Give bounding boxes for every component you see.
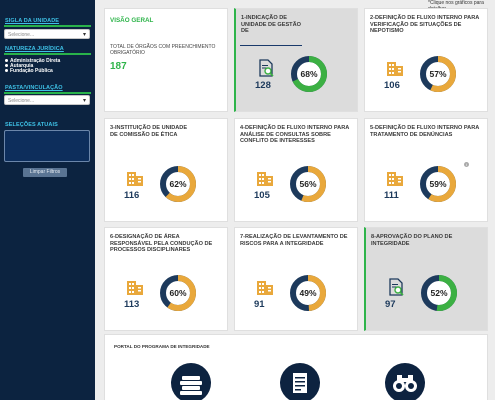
sidebar: SIGLA DA UNIDADE Selecione... ▾ NATUREZA… — [0, 0, 95, 400]
clear-filters-button[interactable]: Limpar Filtros — [23, 168, 67, 177]
sigla-select-value: Selecione... — [8, 32, 35, 38]
natureza-option[interactable]: Fundação Pública — [5, 67, 60, 74]
indicator-title: 7-REALIZAÇÃO DE LEVANTAMENTO DE RISCOS P… — [240, 234, 348, 247]
building-icon — [126, 169, 144, 187]
radio-icon — [5, 64, 8, 67]
indicator-count: 116 — [124, 190, 140, 201]
natureza-label: NATUREZA JURÍDICA — [5, 46, 64, 52]
sigla-select[interactable]: Selecione... ▾ — [4, 29, 90, 39]
building-icon — [126, 278, 144, 296]
building-icon — [256, 169, 274, 187]
overview-card: VISÃO GERAL TOTAL DE ÓRGÃOS COM PREENCHI… — [104, 8, 228, 112]
indicator-count: 113 — [124, 299, 140, 310]
indicator-count: 111 — [384, 190, 399, 201]
natureza-option-label: Administração Direta — [10, 57, 61, 64]
divider — [4, 25, 91, 27]
chevron-down-icon: ▾ — [82, 32, 86, 38]
sigla-label: SIGLA DA UNIDADE — [5, 18, 60, 24]
natureza-option[interactable]: Administração Direta — [5, 57, 61, 64]
indicator-percent: 49% — [299, 288, 317, 298]
binoculars-icon[interactable] — [385, 363, 425, 400]
donut-fill — [420, 166, 456, 202]
divider — [4, 53, 91, 55]
selecoes-label: SELEÇÕES ATUAIS — [5, 122, 58, 128]
indicator-title: 8-APROVAÇÃO DO PLANO DE INTEGRIDADE — [371, 234, 453, 247]
progress-donut[interactable]: 60% — [159, 274, 197, 312]
building-icon — [386, 169, 404, 187]
portal-section: PORTAL DO PROGRAMA DE INTEGRIDADE — [104, 334, 488, 400]
indicator-percent: 56% — [299, 179, 317, 189]
indicator-percent: 57% — [429, 69, 447, 79]
natureza-option[interactable]: Autarquia — [5, 62, 60, 69]
indicator-title: 1-INDICAÇÃO DE UNIDADE DE GESTÃO DE — [241, 15, 301, 34]
pasta-label: PASTA/VINCULAÇÃO — [5, 85, 63, 91]
indicator-title: 4-DEFINIÇÃO DE FLUXO INTERNO PARA ANÁLIS… — [240, 125, 350, 144]
indicator-card-8[interactable]: 8-APROVAÇÃO DO PLANO DE INTEGRIDADE 97 52… — [364, 227, 488, 331]
portal-title: PORTAL DO PROGRAMA DE INTEGRIDADE — [114, 344, 210, 349]
chevron-down-icon: ▾ — [82, 98, 86, 104]
title-underline — [240, 45, 302, 46]
indicator-count: 91 — [254, 299, 265, 310]
donut-fill — [291, 56, 327, 92]
indicator-count: 105 — [254, 190, 270, 201]
indicator-card-2[interactable]: 2-DEFINIÇÃO DE FLUXO INTERNO PARA VERIFI… — [364, 8, 488, 112]
donut-fill — [160, 166, 196, 202]
progress-donut[interactable]: 52% — [420, 274, 458, 312]
progress-donut[interactable]: 57% — [419, 55, 457, 93]
indicator-card-1[interactable]: 1-INDICAÇÃO DE UNIDADE DE GESTÃO DE 128 6… — [234, 8, 358, 112]
divider — [4, 92, 91, 94]
indicator-percent: 62% — [169, 179, 187, 189]
donut-fill — [421, 275, 457, 311]
progress-donut[interactable]: 59% — [419, 165, 457, 203]
radio-icon — [5, 69, 8, 72]
radio-icon — [5, 59, 8, 62]
indicator-card-4[interactable]: 4-DEFINIÇÃO DE FLUXO INTERNO PARA ANÁLIS… — [234, 118, 358, 222]
indicator-count: 97 — [385, 299, 396, 310]
books-icon[interactable] — [171, 363, 211, 400]
progress-donut[interactable]: 49% — [289, 274, 327, 312]
donut-fill — [420, 56, 456, 92]
indicator-title: 3-INSTITUIÇÃO DE UNIDADE DE COMISSÃO DE … — [110, 125, 188, 138]
document-icon[interactable] — [280, 363, 320, 400]
document-search-icon — [257, 59, 275, 77]
indicator-percent: 60% — [169, 288, 187, 298]
indicator-percent: 52% — [430, 288, 448, 298]
overview-total: 187 — [110, 61, 127, 72]
progress-donut[interactable]: 62% — [159, 165, 197, 203]
indicator-title: 6-DESIGNAÇÃO DE ÁREA RESPONSÁVEL PELA CO… — [110, 234, 213, 253]
indicator-count: 106 — [384, 80, 400, 91]
natureza-option-label: Autarquia — [10, 62, 34, 69]
building-icon — [386, 59, 404, 77]
indicator-count: 128 — [255, 80, 271, 91]
natureza-option-label: Fundação Pública — [10, 67, 53, 74]
current-selections-box — [4, 130, 90, 162]
building-icon — [256, 278, 274, 296]
indicator-title: 2-DEFINIÇÃO DE FLUXO INTERNO PARA VERIFI… — [370, 15, 480, 34]
indicator-percent: 68% — [300, 69, 318, 79]
pasta-select[interactable]: Selecione... ▾ — [4, 95, 90, 105]
overview-title: VISÃO GERAL — [110, 17, 154, 24]
indicator-card-6[interactable]: 6-DESIGNAÇÃO DE ÁREA RESPONSÁVEL PELA CO… — [104, 227, 228, 331]
indicator-card-5[interactable]: 5-DEFINIÇÃO DE FLUXO INTERNO PARA TRATAM… — [364, 118, 488, 222]
info-icon[interactable]: i — [464, 162, 469, 167]
donut-fill — [160, 275, 196, 311]
donut-fill — [290, 275, 326, 311]
progress-donut[interactable]: 68% — [290, 55, 328, 93]
natureza-options: Administração Direta Autarquia Fundação … — [5, 57, 61, 74]
document-search-icon — [387, 278, 405, 296]
pasta-select-value: Selecione... — [8, 98, 35, 104]
progress-donut[interactable]: 56% — [289, 165, 327, 203]
indicator-percent: 59% — [429, 179, 447, 189]
indicator-card-7[interactable]: 7-REALIZAÇÃO DE LEVANTAMENTO DE RISCOS P… — [234, 227, 358, 331]
overview-description: TOTAL DE ÓRGÃOS COM PREENCHIMENTO OBRIGA… — [110, 44, 216, 56]
indicator-card-3[interactable]: 3-INSTITUIÇÃO DE UNIDADE DE COMISSÃO DE … — [104, 118, 228, 222]
donut-fill — [290, 166, 326, 202]
indicator-title: 5-DEFINIÇÃO DE FLUXO INTERNO PARA TRATAM… — [370, 125, 480, 138]
